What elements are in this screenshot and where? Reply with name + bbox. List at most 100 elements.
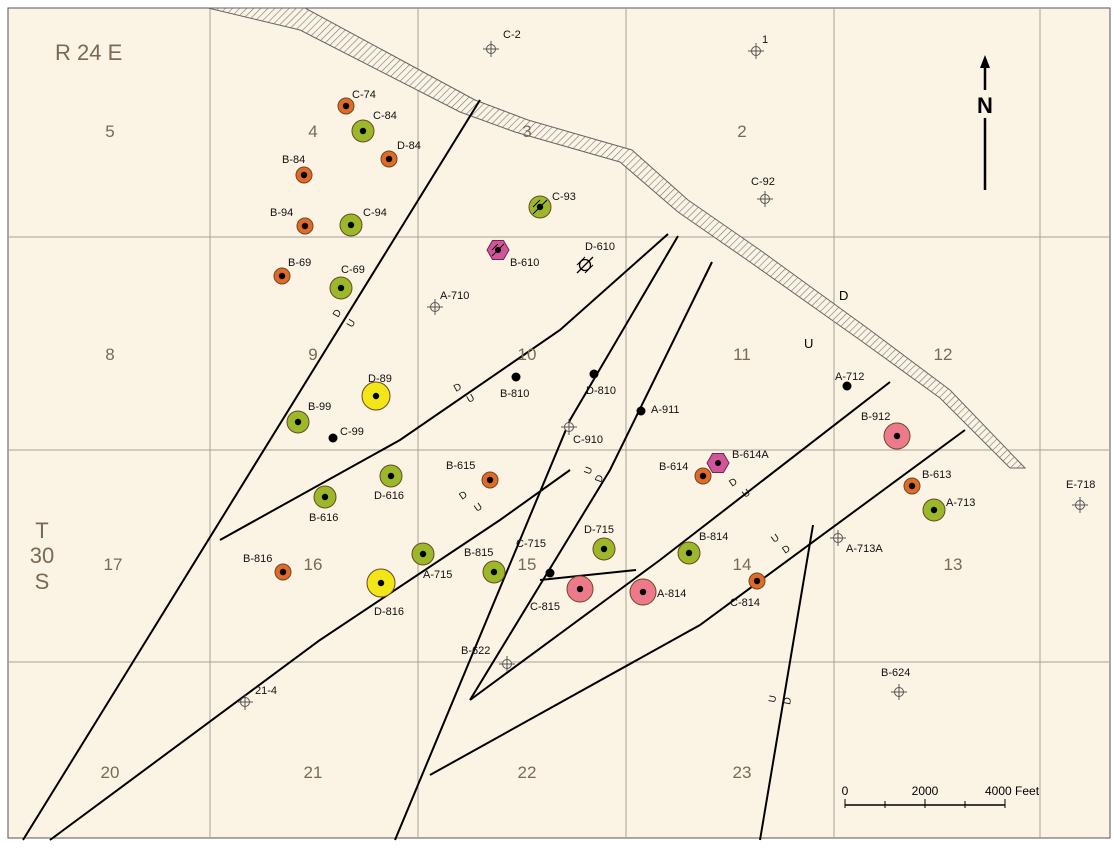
- well-label: B-84: [282, 154, 305, 166]
- section-23: 23: [733, 763, 752, 782]
- north-arrow-head-icon: [980, 55, 990, 68]
- map-frame: [7, 7, 1111, 839]
- well-b-814[interactable]: B-814: [677, 531, 728, 565]
- section-13: 13: [944, 555, 963, 574]
- well-b-616[interactable]: B-616: [309, 485, 338, 524]
- well-1[interactable]: 1: [748, 34, 768, 59]
- well-b-614[interactable]: B-614: [659, 461, 712, 485]
- well-a-713[interactable]: A-713: [922, 497, 975, 522]
- well-label: A-713A: [846, 543, 883, 555]
- section-20: 20: [101, 763, 120, 782]
- well-c-93[interactable]: C-93: [528, 191, 576, 219]
- well-label: A-911: [651, 404, 680, 416]
- well-b-810[interactable]: B-810: [500, 372, 529, 401]
- well-d-610[interactable]: D-610: [576, 241, 615, 274]
- well-label: B-815: [464, 547, 493, 559]
- well-a-814[interactable]: A-814: [629, 578, 686, 606]
- fault-up-marker: U: [582, 465, 595, 476]
- well-d-816[interactable]: D-816: [366, 568, 404, 618]
- section-grid: [8, 8, 1110, 838]
- section-2: 2: [737, 122, 746, 141]
- well-c-99[interactable]: C-99: [328, 426, 364, 443]
- well-b-614a[interactable]: B-614A: [706, 449, 769, 473]
- well-c-814[interactable]: C-814: [730, 572, 766, 609]
- well-label: B-69: [288, 257, 311, 269]
- well-e-718[interactable]: E-718: [1066, 479, 1095, 513]
- well-c-84[interactable]: C-84: [351, 110, 397, 143]
- well-c-74[interactable]: C-74: [337, 89, 376, 115]
- section-9: 9: [308, 345, 317, 364]
- section-17: 17: [104, 555, 123, 574]
- scale-bar: 0 2000 4000 Feet: [842, 784, 1040, 808]
- well-c-2[interactable]: C-2: [483, 29, 521, 57]
- well-a-712[interactable]: A-712: [835, 371, 864, 391]
- well-b-622[interactable]: B-622: [461, 645, 515, 672]
- well-c-815[interactable]: C-815: [530, 575, 594, 613]
- well-label: C-93: [552, 191, 576, 203]
- well-b-912[interactable]: B-912: [861, 411, 911, 450]
- well-21-4[interactable]: 21-4: [237, 685, 277, 710]
- well-b-99[interactable]: B-99: [286, 401, 331, 434]
- well-d-810[interactable]: D-810: [586, 369, 616, 398]
- well-label: B-94: [270, 207, 293, 219]
- township-label-s: S: [35, 569, 50, 594]
- well-b-610[interactable]: B-610: [486, 240, 539, 270]
- well-label: D-610: [585, 241, 615, 253]
- section-4: 4: [308, 122, 317, 141]
- well-label: D-84: [397, 140, 421, 152]
- well-label: C-99: [340, 426, 364, 438]
- scale-tick-2000: 2000: [912, 784, 939, 798]
- well-label: B-810: [500, 388, 529, 400]
- well-label: B-912: [861, 411, 890, 423]
- well-b-613[interactable]: B-613: [903, 469, 951, 495]
- well-label: A-715: [423, 569, 452, 581]
- well-a-710[interactable]: A-710: [427, 290, 469, 315]
- well-label: B-614: [659, 461, 688, 473]
- section-16: 16: [304, 555, 323, 574]
- well-b-815[interactable]: B-815: [464, 547, 506, 584]
- well-label: C-715: [516, 538, 546, 550]
- well-d-616[interactable]: D-616: [374, 464, 404, 502]
- well-label: D-715: [584, 524, 614, 536]
- well-label: C-815: [530, 601, 560, 613]
- section-8: 8: [105, 345, 114, 364]
- well-c-94[interactable]: C-94: [339, 207, 387, 237]
- scale-tick-0: 0: [842, 784, 849, 798]
- well-label: B-622: [461, 645, 490, 657]
- well-c-715[interactable]: C-715: [516, 538, 555, 578]
- well-a-713a[interactable]: A-713A: [830, 530, 883, 555]
- well-a-715[interactable]: A-715: [411, 542, 452, 581]
- well-d-84[interactable]: D-84: [380, 140, 421, 168]
- well-b-94[interactable]: B-94: [270, 207, 314, 235]
- well-b-624[interactable]: B-624: [881, 667, 910, 700]
- well-d-715[interactable]: D-715: [584, 524, 616, 561]
- well-label: C-94: [363, 207, 387, 219]
- well-b-615[interactable]: B-615: [446, 460, 499, 489]
- north-arrow: N: [977, 55, 993, 190]
- well-label: E-718: [1066, 479, 1095, 491]
- well-b-69[interactable]: B-69: [273, 257, 311, 285]
- well-label: B-816: [243, 553, 272, 565]
- well-c-910[interactable]: C-910: [561, 419, 603, 446]
- well-label: D-810: [586, 385, 616, 397]
- fault-lines: [22, 99, 966, 841]
- well-label: B-614A: [732, 449, 769, 461]
- well-label: 1: [762, 34, 768, 46]
- well-c-69[interactable]: C-69: [329, 264, 365, 300]
- well-label: C-2: [503, 29, 521, 41]
- well-label: B-616: [309, 512, 338, 524]
- well-label: C-74: [352, 89, 376, 101]
- fault-down-marker: D: [782, 696, 794, 705]
- well-label: D-616: [374, 490, 404, 502]
- well-b-84[interactable]: B-84: [282, 154, 313, 184]
- well-a-911[interactable]: A-911: [636, 404, 680, 416]
- well-b-816[interactable]: B-816: [243, 553, 292, 581]
- fault-down-marker: D: [593, 473, 606, 484]
- section-21: 21: [304, 763, 323, 782]
- well-label: B-99: [308, 401, 331, 413]
- section-11: 11: [733, 345, 751, 364]
- hatched-fault-zone: [207, 7, 1027, 469]
- well-c-92[interactable]: C-92: [751, 176, 775, 207]
- well-d-89[interactable]: D-89: [361, 373, 392, 411]
